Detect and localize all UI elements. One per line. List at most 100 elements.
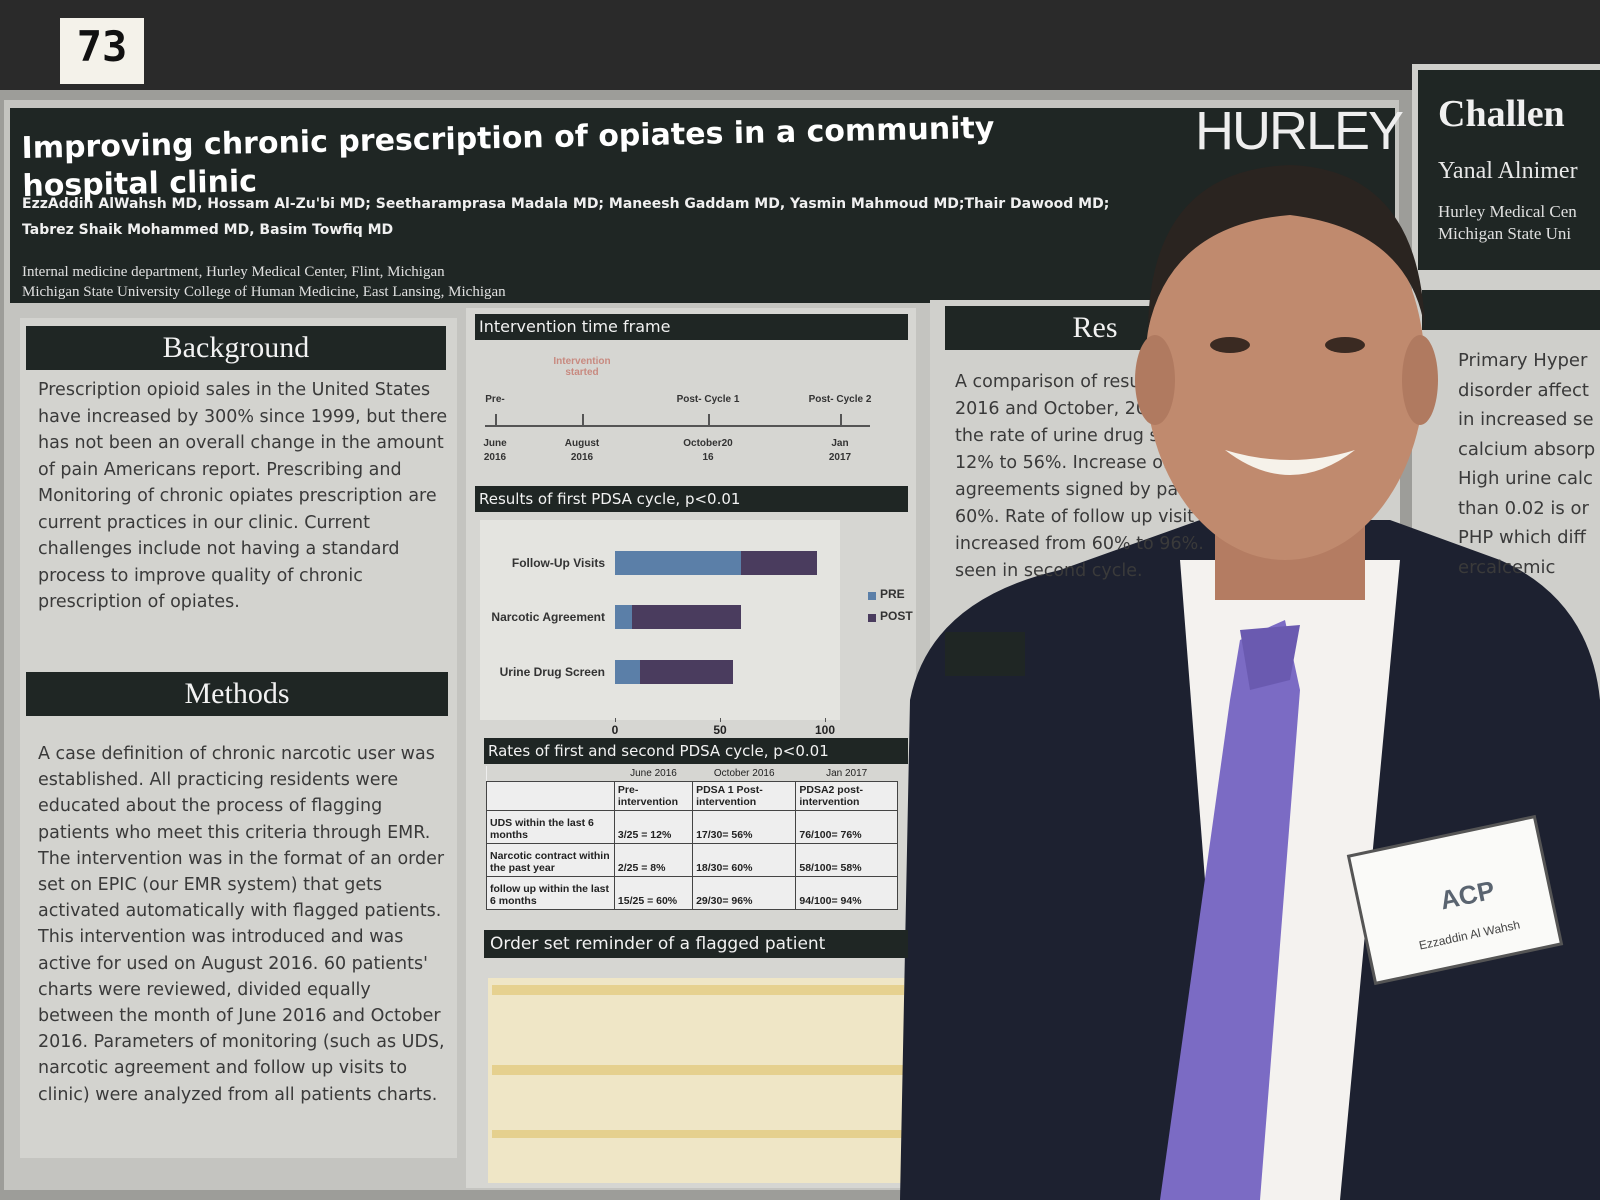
heading-bar xyxy=(484,930,908,958)
next-text: Primary Hyper xyxy=(1458,350,1588,371)
bar xyxy=(615,605,632,629)
next-text: PHP which diff xyxy=(1458,527,1586,548)
body-text: current practices in our clinic. Current xyxy=(38,512,370,533)
legend-swatch xyxy=(868,592,876,600)
body-text: narcotic agreement and follow up visits … xyxy=(38,1058,408,1079)
legend-swatch xyxy=(868,614,876,622)
affiliation: Internal medicine department, Hurley Med… xyxy=(22,264,445,280)
authors: EzzAddin AlWahsh MD, Hossam Al-Zu'bi MD;… xyxy=(22,196,1110,212)
body-text: The intervention was in the format of an… xyxy=(38,848,445,869)
body-text: This intervention was introduced and was xyxy=(38,927,404,948)
table-cell: 58/100= 58% xyxy=(795,843,898,877)
table-cell: 18/30= 60% xyxy=(692,843,797,877)
legend-label: POST xyxy=(880,609,913,623)
body-text: has not been an overall change in the am… xyxy=(38,433,444,453)
timeline-axis xyxy=(485,425,870,427)
body-text: A comparison of resu xyxy=(955,372,1141,392)
tick-mark xyxy=(720,718,721,722)
heading-bar xyxy=(475,314,908,340)
table-cell: 3/25 = 12% xyxy=(613,810,694,844)
timeline-date: October20 xyxy=(683,438,733,449)
body-text: process to improve quality of chronic xyxy=(38,565,363,586)
body-text: activated automatically with flagged pat… xyxy=(38,901,442,922)
body-text: established. All practicing residents we… xyxy=(38,770,399,791)
x-tick-label: 0 xyxy=(611,723,619,737)
timeline-label: Pre- xyxy=(485,394,505,405)
logo: HURLEY xyxy=(1195,101,1404,161)
section-heading: Res xyxy=(1072,311,1118,344)
body-text: seen in second cycle. xyxy=(955,561,1143,581)
chart-title: Results of first PDSA cycle, p<0.01 xyxy=(479,490,741,508)
next-text: calcium absorp xyxy=(1458,438,1596,460)
section-heading: Intervention time frame xyxy=(479,317,671,336)
body-text: Prescription opioid sales in the United … xyxy=(38,380,431,400)
next-text: than 0.02 is or xyxy=(1458,497,1589,519)
category-label: Follow-Up Visits xyxy=(511,556,605,570)
body-text: charts were reviewed, divided equally xyxy=(38,979,371,1000)
body-text: educated about the process of flagging xyxy=(38,796,383,817)
timeline-date: June xyxy=(483,438,507,449)
tick-mark xyxy=(615,718,616,722)
body-text: have increased by 300% since 1999, but t… xyxy=(38,406,448,427)
timeline-tick xyxy=(840,414,842,426)
next-text: in increased se xyxy=(1458,409,1594,430)
body-text: clinic) were analyzed from all patients … xyxy=(38,1084,438,1105)
table-cell: June 2016 xyxy=(614,766,693,782)
table-cell: October 2016 xyxy=(692,766,796,782)
authors: Tabrez Shaik Mohammed MD, Basim Towfiq M… xyxy=(22,222,394,238)
x-tick-label: 100 xyxy=(814,723,836,737)
timeline-label: Intervention started xyxy=(553,356,611,378)
body-text: challenges include not having a standard xyxy=(38,539,400,559)
legend-label: PRE xyxy=(880,587,905,601)
timeline-tick xyxy=(582,414,584,426)
section-heading: Order set reminder of a flagged patient xyxy=(490,934,826,954)
next-text: High urine calc xyxy=(1458,468,1593,489)
heading-bar xyxy=(26,672,448,716)
timeline-tick xyxy=(495,414,497,426)
body-text: the rate of urine drug s xyxy=(955,426,1159,446)
heading-bar xyxy=(475,486,908,512)
poster-number: 73 xyxy=(76,22,128,71)
body-text: prescription of opiates. xyxy=(38,592,240,612)
timeline-label: Post- Cycle 1 xyxy=(676,394,740,405)
tick-mark xyxy=(825,718,826,722)
timeline-date: 2017 xyxy=(828,452,852,463)
heading-bar xyxy=(484,738,908,764)
affiliation: Michigan State University College of Hum… xyxy=(22,284,506,300)
next-affiliation: Michigan State Uni xyxy=(1438,224,1572,243)
table-cell: 94/100= 94% xyxy=(795,876,898,910)
table-cell: 15/25 = 60% xyxy=(613,876,694,910)
body-text: 12% to 56%. Increase of xyxy=(955,453,1170,473)
next-text: ercalcemic xyxy=(1458,556,1556,578)
body-text: active for used on August 2016. 60 patie… xyxy=(38,953,428,974)
timeline-date: 2016 xyxy=(570,452,594,463)
table-cell: follow up within the last 6 months xyxy=(486,876,615,910)
next-title: Challen xyxy=(1438,93,1565,135)
table-cell: 17/30= 56% xyxy=(692,810,797,844)
body-text: 2016. Parameters of monitoring (such as … xyxy=(38,1032,445,1053)
body-text: Monitoring of chronic opiates prescripti… xyxy=(38,486,437,506)
results-table: June 2016 October 2016 Jan 2017 Pre-interve… xyxy=(486,766,898,910)
category-label: Urine Drug Screen xyxy=(499,665,605,679)
section-heading: Methods xyxy=(184,677,290,710)
table-cell xyxy=(486,781,615,811)
body-text: agreements signed by pati xyxy=(955,480,1190,500)
bar xyxy=(615,660,641,684)
next-text: disorder affect xyxy=(1458,379,1589,401)
body-text: A case definition of chronic narcotic us… xyxy=(38,744,435,764)
bar xyxy=(615,605,741,629)
x-tick-label: 50 xyxy=(713,723,727,737)
timeline-date: Jan xyxy=(831,438,849,449)
body-text: between the month of June 2016 and Octob… xyxy=(38,1006,441,1026)
next-affiliation: Hurley Medical Cen xyxy=(1438,202,1577,221)
timeline-date: August xyxy=(564,438,600,449)
timeline-date: 16 xyxy=(702,452,714,463)
table-cell: 29/30= 96% xyxy=(692,876,797,910)
body-text: 60%. Rate of follow up visit xyxy=(955,507,1195,527)
timeline-date: 2016 xyxy=(483,452,507,463)
body-text: of pain Americans report. Prescribing an… xyxy=(38,459,402,480)
table-title: Rates of first and second PDSA cycle, p<… xyxy=(488,742,829,760)
